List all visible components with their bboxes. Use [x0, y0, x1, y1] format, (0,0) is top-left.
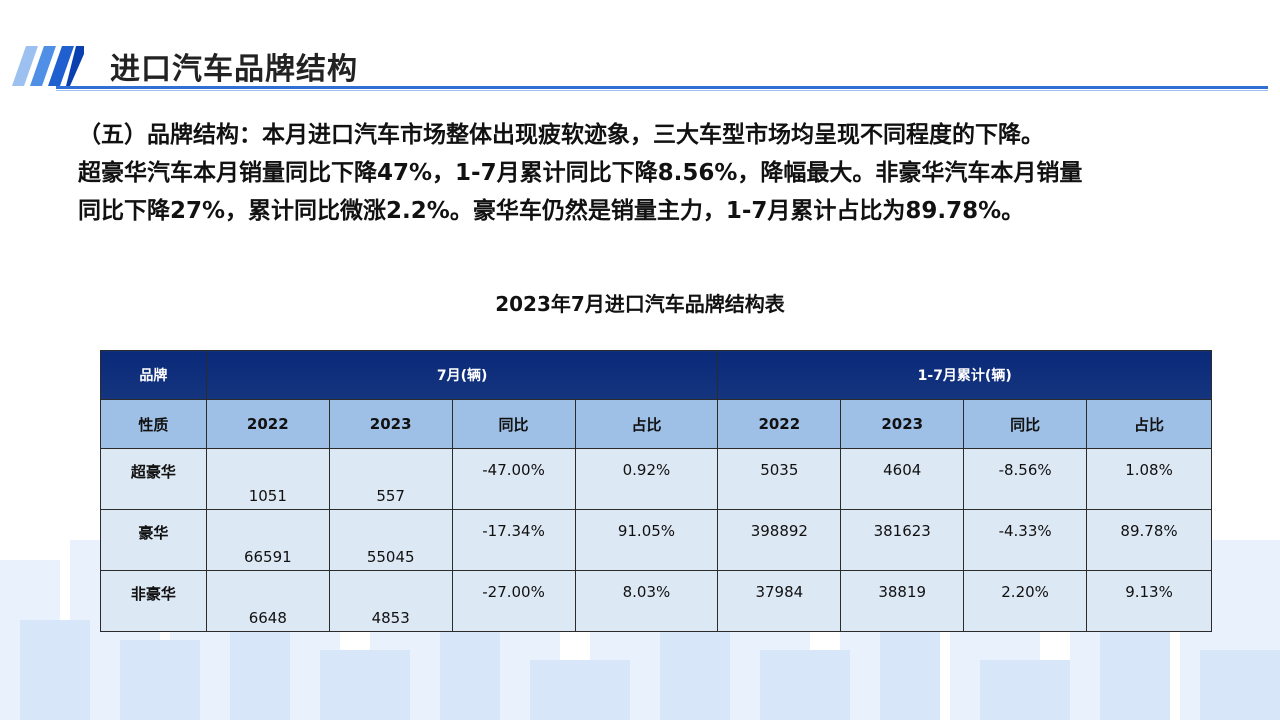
table-cell: 398892 — [717, 509, 842, 571]
brand-structure-table: 品牌 7月(辆) 1-7月累计(辆) 性质 2022 2023 同比 占比 20… — [100, 350, 1212, 632]
subheader-cell: 2022 — [205, 399, 330, 449]
subheader-cell: 占比 — [574, 399, 719, 449]
table-cell: 381623 — [840, 509, 965, 571]
header-stripes-icon — [12, 46, 84, 86]
page-title: 进口汽车品牌结构 — [110, 52, 358, 87]
table-cell: 66591 — [205, 509, 330, 571]
table-cell: 5035 — [717, 448, 842, 510]
table-cell: -8.56% — [963, 448, 1088, 510]
row-name: 超豪华 — [100, 448, 207, 510]
summary-line: （五）品牌结构：本月进口汽车市场整体出现疲软迹象，三大车型市场均呈现不同程度的下… — [78, 122, 1044, 148]
table-row: 非豪华 6648 4853 -27.00% 8.03% 37984 38819 … — [100, 570, 1212, 632]
table-cell: -27.00% — [451, 570, 576, 632]
table-cell: -47.00% — [451, 448, 576, 510]
row-name: 非豪华 — [100, 570, 207, 632]
subheader-cell: 同比 — [963, 399, 1088, 449]
table-cell: 4604 — [840, 448, 965, 510]
header-brand: 品牌 — [100, 350, 207, 400]
table-subheader-row: 性质 2022 2023 同比 占比 2022 2023 同比 占比 — [100, 399, 1212, 449]
table-cell: 2.20% — [963, 570, 1088, 632]
table-cell: 557 — [328, 448, 453, 510]
table-cell: 37984 — [717, 570, 842, 632]
table-cell: 1051 — [205, 448, 330, 510]
table-cell: 55045 — [328, 509, 453, 571]
table-cell: 1.08% — [1086, 448, 1212, 510]
subheader-nature: 性质 — [100, 399, 207, 449]
table-cell: 89.78% — [1086, 509, 1212, 571]
table-cell: 6648 — [205, 570, 330, 632]
header-cumulative: 1-7月累计(辆) — [717, 350, 1212, 400]
table-cell: -17.34% — [451, 509, 576, 571]
table-header-row: 品牌 7月(辆) 1-7月累计(辆) — [100, 350, 1212, 400]
table-cell: 38819 — [840, 570, 965, 632]
subheader-cell: 2023 — [840, 399, 965, 449]
subheader-cell: 同比 — [451, 399, 576, 449]
subheader-cell: 占比 — [1086, 399, 1212, 449]
summary-line: 超豪华汽车本月销量同比下降47%，1-7月累计同比下降8.56%，降幅最大。非豪… — [78, 160, 1083, 186]
table-title: 2023年7月进口汽车品牌结构表 — [495, 292, 785, 316]
header-divider — [56, 86, 1268, 89]
table-cell: 9.13% — [1086, 570, 1212, 632]
row-name: 豪华 — [100, 509, 207, 571]
table-cell: 8.03% — [574, 570, 719, 632]
table-cell: -4.33% — [963, 509, 1088, 571]
header-month: 7月(辆) — [205, 350, 719, 400]
subheader-cell: 2023 — [328, 399, 453, 449]
table-row: 豪华 66591 55045 -17.34% 91.05% 398892 381… — [100, 509, 1212, 571]
header-divider-thin — [56, 90, 1268, 91]
table-cell: 0.92% — [574, 448, 719, 510]
table-row: 超豪华 1051 557 -47.00% 0.92% 5035 4604 -8.… — [100, 448, 1212, 510]
table-cell: 4853 — [328, 570, 453, 632]
summary-line: 同比下降27%，累计同比微涨2.2%。豪华车仍然是销量主力，1-7月累计占比为8… — [78, 198, 1025, 224]
subheader-cell: 2022 — [717, 399, 842, 449]
table-cell: 91.05% — [574, 509, 719, 571]
summary-paragraph: （五）品牌结构：本月进口汽车市场整体出现疲软迹象，三大车型市场均呈现不同程度的下… — [78, 116, 1208, 230]
